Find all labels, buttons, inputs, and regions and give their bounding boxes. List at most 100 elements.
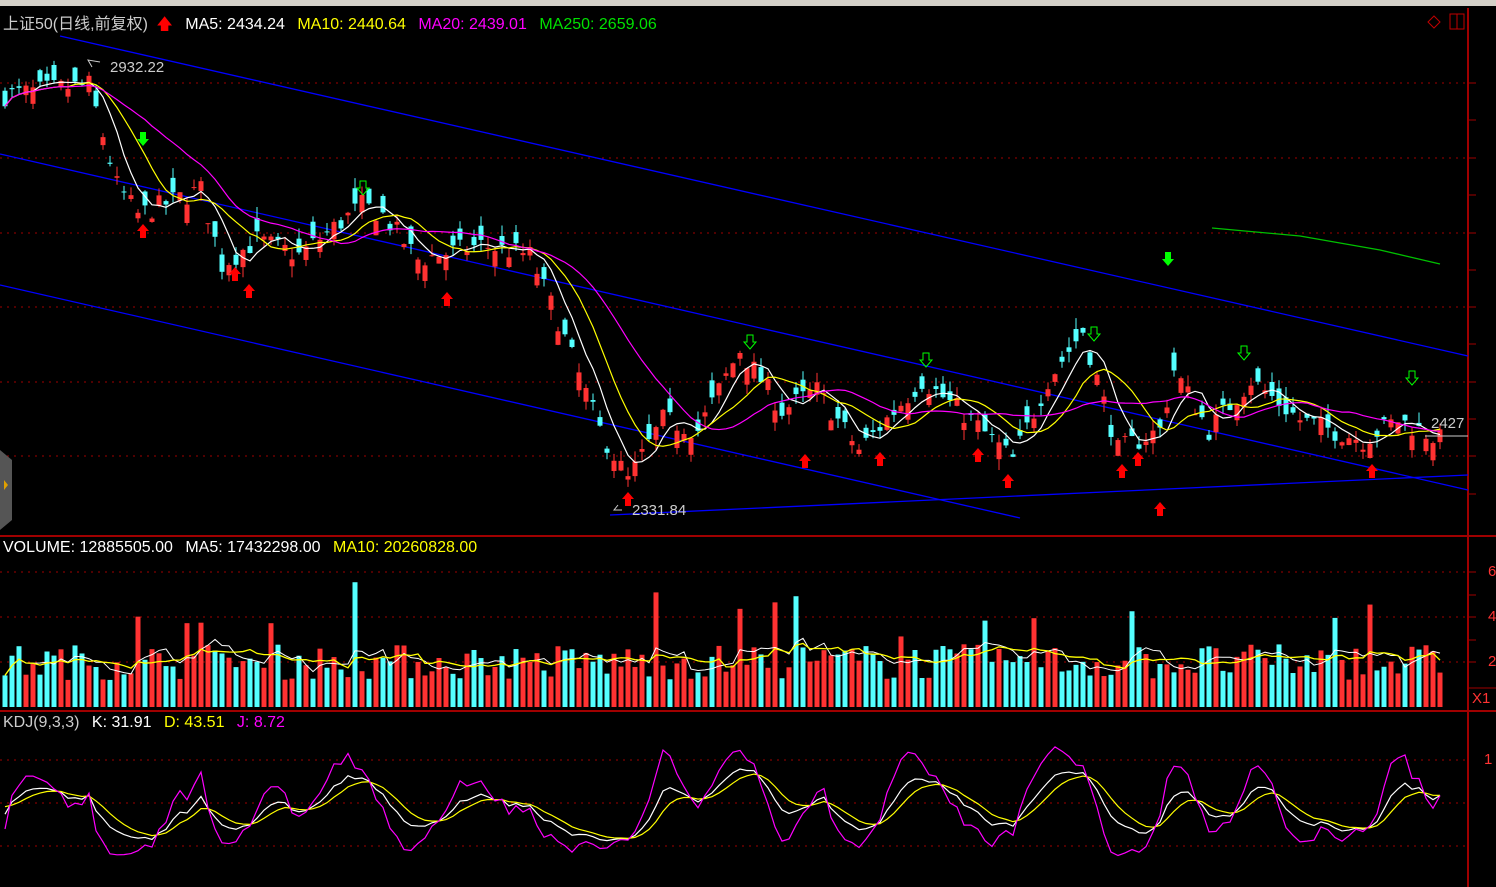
candle-body (1045, 389, 1051, 397)
volume-bar (1115, 665, 1121, 707)
volume-bar (1136, 647, 1142, 707)
candle-body (1206, 434, 1212, 440)
trend-line-middle (0, 153, 1469, 491)
volume-bar (828, 655, 834, 707)
volume-bar (30, 663, 36, 707)
volume-bar (709, 656, 715, 707)
volume-bar (394, 645, 400, 707)
candle-body (1353, 439, 1359, 443)
volume-bar (576, 668, 582, 707)
buy-arrow-icon (1366, 464, 1378, 478)
volume-bar (1318, 650, 1324, 707)
expand-icon[interactable] (4, 480, 8, 490)
candle-body (345, 212, 351, 216)
candle-body (93, 90, 99, 107)
candle-body (1003, 438, 1009, 446)
candle-body (618, 460, 624, 471)
volume-bar (940, 646, 946, 707)
candle-body (632, 461, 638, 477)
candle-body (44, 73, 50, 81)
chart-title: 上证50(日线,前复权) (3, 16, 148, 33)
candle-body (576, 372, 582, 391)
volume-bar (618, 666, 624, 707)
low-price-label: 2331.84 (632, 502, 687, 519)
volume-bar (996, 648, 1002, 707)
candle-body (520, 253, 526, 256)
volume-bar (114, 662, 120, 707)
volume-bar (527, 661, 533, 707)
volume-bar (779, 678, 785, 707)
volume-bar (37, 674, 43, 707)
volume-bar (170, 666, 176, 707)
side-panel-handle[interactable] (0, 450, 12, 530)
volume-bar (1094, 662, 1100, 707)
candle-body (989, 434, 995, 436)
candle-body (72, 67, 78, 82)
candle-body (541, 267, 547, 279)
volume-bar (758, 654, 764, 707)
volume-bar (23, 674, 29, 707)
candle-body (926, 394, 932, 406)
candle-body (898, 405, 904, 412)
candle-body (1136, 444, 1142, 449)
volume-bar (1248, 644, 1254, 707)
candle-body (1269, 381, 1275, 396)
volume-bar (1178, 664, 1184, 707)
volume-bar (58, 649, 64, 707)
volume-bar (569, 649, 575, 707)
volume-bar (156, 653, 162, 707)
candle-body (296, 238, 302, 253)
candle-body (912, 391, 918, 397)
candle-body (954, 398, 960, 406)
candle-body (268, 236, 274, 241)
volume-axis-2: 2 (1488, 653, 1496, 670)
candle-body (1178, 378, 1184, 393)
kdj-k-line (4, 768, 1441, 842)
volume-bar (121, 674, 127, 707)
volume-bar (226, 657, 232, 707)
candle-body (240, 249, 246, 268)
volume-bar (198, 622, 204, 707)
volume-bar (1325, 654, 1331, 707)
volume-bar (1339, 659, 1345, 707)
candle-body (380, 195, 386, 213)
candle-body (450, 235, 456, 246)
volume-bar (884, 678, 890, 707)
diamond-icon[interactable] (1427, 15, 1441, 29)
volume-bar (1283, 658, 1289, 707)
volume-ma10-line (4, 642, 1441, 676)
volume-bar (849, 648, 855, 707)
volume-axis-6: 6 (1488, 563, 1496, 580)
volume-bar (947, 649, 953, 707)
candle-body (814, 382, 820, 395)
ma10-value: MA10: 2440.64 (297, 16, 406, 33)
candle-body (429, 255, 435, 257)
support-line (609, 474, 1469, 516)
volume-bar (604, 673, 610, 707)
volume-bar (968, 649, 974, 707)
candle-body (23, 85, 29, 96)
ma5-line (4, 81, 1441, 464)
candle-body (226, 265, 232, 276)
candle-body (156, 195, 162, 206)
volume-bar (9, 655, 15, 707)
candle-body (506, 257, 512, 268)
ma-lines (4, 81, 1441, 464)
volume-bar (583, 652, 589, 707)
candle-body (436, 256, 442, 264)
volume-bar (450, 673, 456, 707)
volume-bar (1157, 664, 1163, 707)
volume-bar (1423, 645, 1429, 707)
candle-body (933, 386, 939, 390)
candle-body (1304, 413, 1310, 418)
volume-bar (408, 678, 414, 707)
volume-bar (422, 675, 428, 707)
candle-body (247, 246, 253, 254)
candle-body (1423, 438, 1429, 452)
volume-bar (1297, 666, 1303, 707)
volume-bar (723, 671, 729, 707)
volume-bar (177, 678, 183, 707)
candle-body (1157, 419, 1163, 428)
candle-body (1199, 405, 1205, 418)
